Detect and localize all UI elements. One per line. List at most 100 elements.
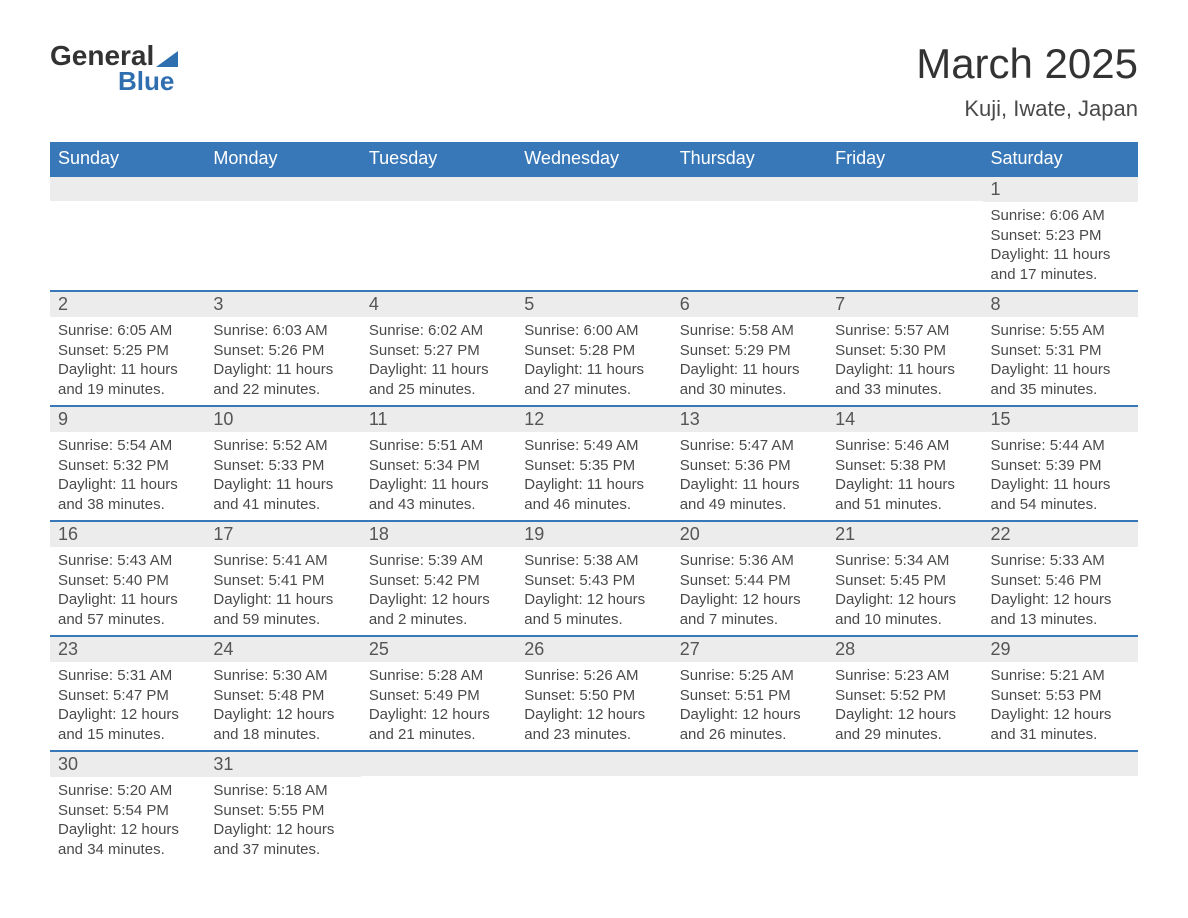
daylight-label: Daylight: <box>213 706 276 723</box>
daylight-label: Daylight: <box>835 591 898 608</box>
calendar-cell: 27Sunrise: 5:25 AMSunset: 5:51 PMDayligh… <box>672 636 827 751</box>
sunset-line: Sunset: 5:31 PM <box>991 341 1130 361</box>
sunset-line: Sunset: 5:26 PM <box>213 341 352 361</box>
empty-day-number <box>50 177 205 201</box>
sunset-value: 5:53 PM <box>1046 687 1102 704</box>
empty-day-body <box>672 776 827 848</box>
day-details: Sunrise: 5:31 AMSunset: 5:47 PMDaylight:… <box>50 662 205 750</box>
daylight-line: Daylight: 12 hours and 37 minutes. <box>213 820 352 859</box>
sunset-label: Sunset: <box>213 687 268 704</box>
sunrise-value: 5:38 AM <box>583 552 638 569</box>
month-title: March 2025 <box>916 40 1138 88</box>
day-number: 23 <box>50 637 205 662</box>
sunrise-line: Sunrise: 5:55 AM <box>991 321 1130 341</box>
sunset-label: Sunset: <box>835 687 890 704</box>
sunset-value: 5:48 PM <box>268 687 324 704</box>
day-header: Monday <box>205 142 360 176</box>
sunrise-line: Sunrise: 5:49 AM <box>524 436 663 456</box>
sunrise-line: Sunrise: 5:52 AM <box>213 436 352 456</box>
daylight-line: Daylight: 11 hours and 41 minutes. <box>213 475 352 514</box>
daylight-label: Daylight: <box>680 361 743 378</box>
sunrise-value: 5:34 AM <box>894 552 949 569</box>
sunrise-label: Sunrise: <box>524 552 583 569</box>
sunset-value: 5:50 PM <box>579 687 635 704</box>
day-header: Wednesday <box>516 142 671 176</box>
sunrise-value: 5:36 AM <box>739 552 794 569</box>
sunrise-label: Sunrise: <box>58 552 117 569</box>
empty-day-body <box>516 201 671 273</box>
sunset-line: Sunset: 5:41 PM <box>213 571 352 591</box>
daylight-label: Daylight: <box>369 591 432 608</box>
sunrise-value: 5:30 AM <box>273 667 328 684</box>
calendar-cell: 11Sunrise: 5:51 AMSunset: 5:34 PMDayligh… <box>361 406 516 521</box>
daylight-line: Daylight: 11 hours and 49 minutes. <box>680 475 819 514</box>
sunrise-value: 5:52 AM <box>273 437 328 454</box>
sunrise-label: Sunrise: <box>680 322 739 339</box>
empty-day-number <box>827 177 982 201</box>
day-details: Sunrise: 5:51 AMSunset: 5:34 PMDaylight:… <box>361 432 516 520</box>
sunrise-value: 5:43 AM <box>117 552 172 569</box>
sunset-value: 5:23 PM <box>1046 227 1102 244</box>
calendar-cell: 24Sunrise: 5:30 AMSunset: 5:48 PMDayligh… <box>205 636 360 751</box>
daylight-line: Daylight: 12 hours and 10 minutes. <box>835 590 974 629</box>
sunset-value: 5:25 PM <box>113 342 169 359</box>
sunset-label: Sunset: <box>369 572 424 589</box>
sunset-line: Sunset: 5:55 PM <box>213 801 352 821</box>
sunrise-line: Sunrise: 5:28 AM <box>369 666 508 686</box>
sunset-line: Sunset: 5:40 PM <box>58 571 197 591</box>
sunrise-line: Sunrise: 5:30 AM <box>213 666 352 686</box>
sunrise-line: Sunrise: 5:21 AM <box>991 666 1130 686</box>
day-number: 20 <box>672 522 827 547</box>
empty-day-body <box>50 201 205 273</box>
empty-day-number <box>516 752 671 776</box>
sunset-value: 5:54 PM <box>113 802 169 819</box>
day-number: 6 <box>672 292 827 317</box>
sunrise-label: Sunrise: <box>58 322 117 339</box>
logo-triangle-icon <box>156 51 178 67</box>
daylight-line: Daylight: 12 hours and 34 minutes. <box>58 820 197 859</box>
daylight-label: Daylight: <box>991 476 1054 493</box>
sunrise-line: Sunrise: 5:39 AM <box>369 551 508 571</box>
day-details: Sunrise: 5:47 AMSunset: 5:36 PMDaylight:… <box>672 432 827 520</box>
daylight-line: Daylight: 12 hours and 15 minutes. <box>58 705 197 744</box>
sunset-line: Sunset: 5:49 PM <box>369 686 508 706</box>
daylight-label: Daylight: <box>58 821 121 838</box>
calendar-cell <box>205 176 360 291</box>
sunset-label: Sunset: <box>991 572 1046 589</box>
sunrise-line: Sunrise: 5:18 AM <box>213 781 352 801</box>
daylight-line: Daylight: 11 hours and 17 minutes. <box>991 245 1130 284</box>
sunrise-line: Sunrise: 5:31 AM <box>58 666 197 686</box>
empty-day-body <box>672 201 827 273</box>
calendar-cell <box>516 176 671 291</box>
sunset-line: Sunset: 5:54 PM <box>58 801 197 821</box>
sunset-label: Sunset: <box>991 227 1046 244</box>
sunrise-label: Sunrise: <box>369 667 428 684</box>
sunrise-label: Sunrise: <box>213 437 272 454</box>
sunrise-line: Sunrise: 5:51 AM <box>369 436 508 456</box>
sunset-label: Sunset: <box>680 572 735 589</box>
day-number: 27 <box>672 637 827 662</box>
day-number: 19 <box>516 522 671 547</box>
day-details: Sunrise: 5:20 AMSunset: 5:54 PMDaylight:… <box>50 777 205 865</box>
sunset-label: Sunset: <box>369 457 424 474</box>
title-block: March 2025 Kuji, Iwate, Japan <box>916 40 1138 122</box>
day-details: Sunrise: 5:26 AMSunset: 5:50 PMDaylight:… <box>516 662 671 750</box>
day-number: 9 <box>50 407 205 432</box>
day-details: Sunrise: 5:44 AMSunset: 5:39 PMDaylight:… <box>983 432 1138 520</box>
daylight-line: Daylight: 11 hours and 57 minutes. <box>58 590 197 629</box>
day-number: 29 <box>983 637 1138 662</box>
calendar-cell: 16Sunrise: 5:43 AMSunset: 5:40 PMDayligh… <box>50 521 205 636</box>
empty-day-body <box>361 201 516 273</box>
sunset-line: Sunset: 5:30 PM <box>835 341 974 361</box>
sunrise-line: Sunrise: 6:00 AM <box>524 321 663 341</box>
day-details: Sunrise: 5:57 AMSunset: 5:30 PMDaylight:… <box>827 317 982 405</box>
calendar-cell: 28Sunrise: 5:23 AMSunset: 5:52 PMDayligh… <box>827 636 982 751</box>
day-details: Sunrise: 5:54 AMSunset: 5:32 PMDaylight:… <box>50 432 205 520</box>
sunrise-line: Sunrise: 5:38 AM <box>524 551 663 571</box>
calendar-week-row: 30Sunrise: 5:20 AMSunset: 5:54 PMDayligh… <box>50 751 1138 865</box>
sunset-label: Sunset: <box>991 342 1046 359</box>
day-details: Sunrise: 5:49 AMSunset: 5:35 PMDaylight:… <box>516 432 671 520</box>
sunset-value: 5:42 PM <box>424 572 480 589</box>
day-header: Thursday <box>672 142 827 176</box>
sunrise-label: Sunrise: <box>835 437 894 454</box>
